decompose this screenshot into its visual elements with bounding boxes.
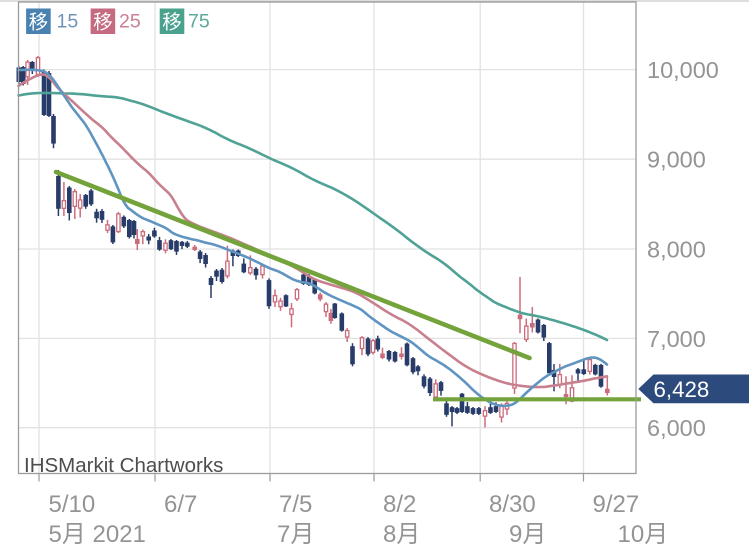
- svg-text:IHSMarkit Chartworks: IHSMarkit Chartworks: [24, 454, 223, 477]
- svg-text:5/10: 5/10: [49, 491, 96, 518]
- svg-text:8月: 8月: [383, 521, 420, 548]
- svg-text:15: 15: [57, 10, 79, 32]
- svg-text:25: 25: [119, 10, 141, 32]
- svg-text:9月: 9月: [509, 521, 546, 548]
- svg-text:移: 移: [93, 12, 113, 34]
- svg-text:7/5: 7/5: [279, 491, 312, 518]
- svg-text:9/27: 9/27: [593, 491, 640, 518]
- svg-text:8/2: 8/2: [383, 491, 416, 518]
- svg-text:10,000: 10,000: [647, 57, 719, 83]
- svg-text:8/30: 8/30: [489, 491, 536, 518]
- svg-text:7,000: 7,000: [647, 326, 706, 352]
- svg-text:5月 2021: 5月 2021: [49, 521, 146, 548]
- svg-text:6/7: 6/7: [164, 491, 197, 518]
- svg-text:9,000: 9,000: [647, 147, 706, 173]
- svg-text:移: 移: [29, 12, 49, 34]
- svg-text:8,000: 8,000: [647, 237, 706, 263]
- svg-text:6,000: 6,000: [647, 415, 706, 441]
- svg-text:移: 移: [162, 12, 182, 34]
- svg-text:6,428: 6,428: [654, 377, 710, 402]
- svg-text:7月: 7月: [277, 521, 314, 548]
- svg-text:10月: 10月: [618, 521, 669, 548]
- svg-text:75: 75: [188, 10, 210, 32]
